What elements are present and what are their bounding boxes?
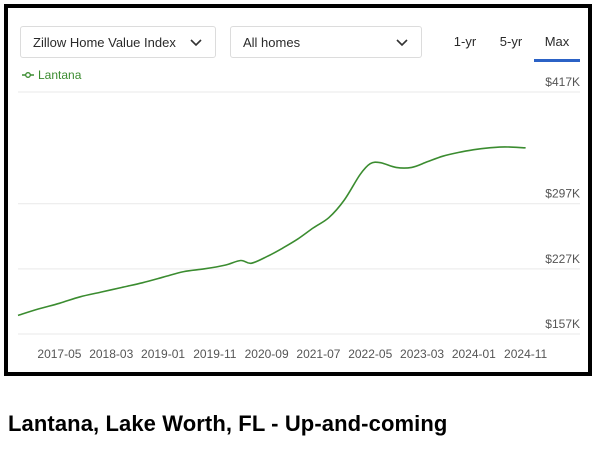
x-tick-label: 2022-05 (348, 347, 392, 361)
home-type-dropdown[interactable]: All homes (230, 26, 422, 58)
line-chart: $157K $227K $297K $417K 2017-05 2018-03 2019-0… (17, 75, 580, 361)
metric-dropdown[interactable]: Zillow Home Value Index (20, 26, 216, 58)
range-max-button[interactable]: Max (534, 22, 580, 62)
legend-marker-icon (22, 72, 34, 78)
y-tick-label: $297K (545, 187, 580, 201)
chart-toolbar: Zillow Home Value Index All homes 1-yr 5… (20, 22, 580, 62)
page-caption: Lantana, Lake Worth, FL - Up-and-coming (8, 411, 448, 436)
legend-label-lantana: Lantana (38, 68, 82, 82)
x-tick-label: 2018-03 (89, 347, 133, 361)
metric-dropdown-label: Zillow Home Value Index (33, 34, 176, 50)
x-tick-label: 2024-01 (452, 347, 496, 361)
y-tick-label: $227K (545, 252, 580, 266)
time-range-tabs: 1-yr 5-yr Max (442, 22, 580, 62)
range-1yr-button[interactable]: 1-yr (453, 33, 477, 49)
x-tick-label: 2020-09 (245, 347, 289, 361)
x-tick-label: 2019-01 (141, 347, 185, 361)
y-tick-label: $157K (545, 317, 580, 331)
home-type-dropdown-label: All homes (243, 34, 301, 50)
x-tick-label: 2019-11 (193, 347, 236, 361)
x-tick-label: 2017-05 (37, 347, 81, 361)
chevron-down-icon (190, 39, 202, 47)
chart-panel: $157K $227K $297K $417K 2017-05 2018-03 2019-0… (4, 4, 592, 376)
chevron-down-icon (396, 39, 408, 47)
x-tick-label: 2021-07 (296, 347, 340, 361)
chart-legend: Lantana (22, 68, 81, 82)
y-tick-label: $417K (545, 75, 580, 89)
x-tick-label: 2023-03 (400, 347, 444, 361)
series-line-lantana (17, 146, 526, 317)
x-tick-label: 2024-11 (504, 347, 547, 361)
range-5yr-button[interactable]: 5-yr (499, 33, 523, 49)
